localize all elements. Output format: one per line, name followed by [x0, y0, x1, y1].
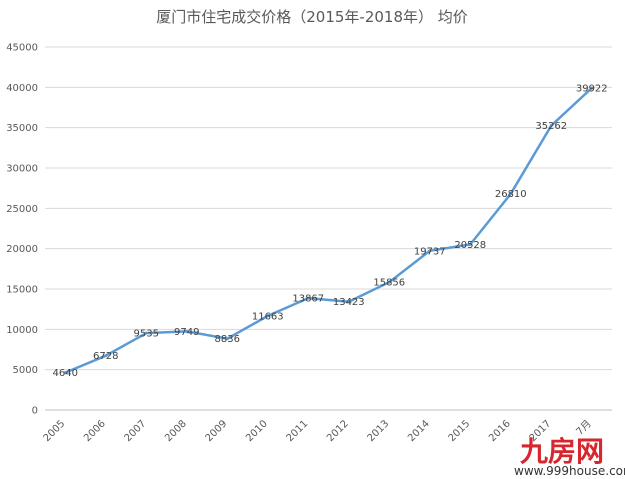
data-point	[387, 280, 391, 284]
data-label: 6728	[93, 351, 118, 362]
grid-lines	[45, 46, 612, 411]
data-label: 39922	[576, 83, 608, 94]
x-tick-label: 2013	[366, 418, 392, 444]
y-tick-label: 40000	[6, 83, 38, 94]
x-tick-label: 2014	[406, 418, 432, 444]
data-label: 13423	[333, 297, 365, 308]
series-layer	[63, 86, 594, 375]
data-label: 4640	[53, 368, 78, 379]
y-tick-label: 10000	[6, 325, 38, 336]
x-tick-label: 2016	[487, 418, 513, 444]
x-tick-label: 2011	[285, 418, 311, 444]
data-point	[549, 124, 553, 128]
data-label: 15856	[373, 278, 405, 289]
y-tick-label: 5000	[13, 365, 38, 376]
chart-title: 厦门市住宅成交价格（2015年-2018年） 均价	[156, 8, 468, 26]
data-label: 8836	[215, 334, 240, 345]
data-point	[104, 354, 108, 358]
data-point	[347, 300, 351, 304]
watermark: 九房网 www.999house.com	[514, 435, 625, 478]
data-point	[185, 329, 189, 333]
x-tick-label: 2009	[204, 418, 230, 444]
data-label: 19737	[414, 246, 446, 257]
series-line	[64, 86, 594, 374]
data-point	[468, 242, 472, 246]
y-tick-label: 20000	[6, 244, 38, 255]
data-point	[63, 371, 67, 375]
data-label: 20528	[454, 240, 486, 251]
data-label: 35262	[535, 121, 567, 132]
data-point	[428, 249, 432, 253]
y-tick-label: 25000	[6, 204, 38, 215]
data-labels: 4640 6728 9535 9749 8836 11663 13867 13423 15856…	[53, 83, 608, 379]
data-point	[266, 314, 270, 318]
x-tick-label: 2006	[82, 418, 108, 444]
y-tick-label: 15000	[6, 285, 38, 296]
x-tick-label: 2015	[447, 418, 473, 444]
data-point	[590, 86, 594, 90]
watermark-logo: 九房网	[520, 435, 604, 468]
x-axis: 2005 2006 2007 2008 2009 2010 2011 2012 2013 2014…	[42, 418, 594, 444]
x-tick-label: 2012	[325, 418, 351, 444]
data-label: 13867	[292, 294, 324, 305]
data-label: 9749	[174, 327, 199, 338]
y-tick-label: 45000	[6, 43, 38, 54]
data-label: 11663	[252, 311, 284, 322]
data-point	[144, 331, 148, 335]
y-tick-label: 30000	[6, 164, 38, 175]
data-point	[225, 337, 229, 341]
watermark-url: www.999house.com	[514, 464, 625, 478]
y-tick-label: 35000	[6, 123, 38, 134]
data-point	[509, 192, 513, 196]
x-tick-label: 2010	[244, 418, 270, 444]
x-tick-label: 2007	[123, 418, 149, 444]
y-tick-label: 0	[32, 406, 38, 417]
data-point	[306, 296, 310, 300]
data-label: 9535	[134, 329, 159, 340]
x-tick-label: 2008	[163, 418, 189, 444]
y-axis: 0 5000 10000 15000 20000 25000 30000 35000 40000…	[6, 43, 38, 417]
x-tick-label: 2005	[42, 418, 68, 444]
data-label: 26810	[495, 189, 527, 200]
